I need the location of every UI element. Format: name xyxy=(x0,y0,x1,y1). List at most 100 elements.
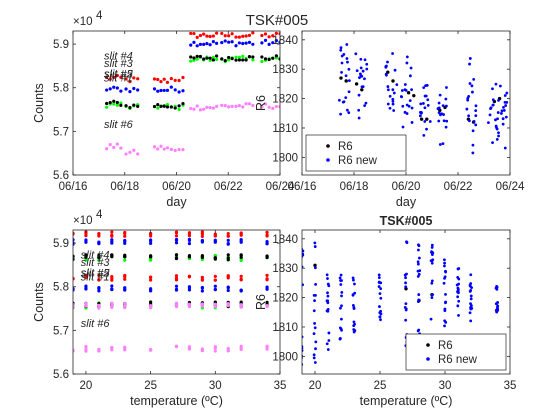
x-tick-label: 30 xyxy=(209,380,222,392)
data-point xyxy=(359,66,363,70)
data-point xyxy=(353,282,356,286)
data-point xyxy=(456,289,460,293)
data-point xyxy=(263,38,268,43)
data-point xyxy=(313,361,317,364)
data-point xyxy=(112,99,116,103)
data-point xyxy=(149,278,153,282)
data-point xyxy=(395,83,399,87)
data-point xyxy=(405,61,409,65)
data-point xyxy=(187,345,192,349)
data-point xyxy=(379,318,382,322)
legend-label: R6 xyxy=(438,340,453,352)
data-point xyxy=(422,102,425,105)
data-point xyxy=(159,104,163,108)
data-point xyxy=(430,281,434,285)
data-point xyxy=(123,258,127,262)
data-point xyxy=(112,85,116,89)
data-point xyxy=(274,104,278,109)
data-point xyxy=(260,33,264,38)
data-point xyxy=(423,106,427,110)
x-tick-label: 06/16 xyxy=(59,181,88,193)
data-point xyxy=(410,88,413,92)
data-point xyxy=(177,90,181,94)
data-point xyxy=(149,255,153,259)
data-point xyxy=(501,122,505,126)
data-point xyxy=(108,143,112,147)
data-point xyxy=(365,67,369,71)
data-point xyxy=(174,256,179,261)
x-tick-label: 06/22 xyxy=(214,181,243,193)
data-point xyxy=(426,98,430,102)
data-point xyxy=(260,41,264,45)
data-point xyxy=(443,276,446,280)
data-point xyxy=(339,273,343,277)
data-point xyxy=(377,276,381,279)
data-point xyxy=(418,110,422,114)
data-point xyxy=(220,103,224,107)
data-point xyxy=(391,79,395,83)
data-point xyxy=(205,105,209,109)
data-point xyxy=(247,55,252,59)
series-red xyxy=(73,230,269,282)
data-point xyxy=(198,33,203,38)
data-point xyxy=(340,290,344,294)
data-point xyxy=(123,255,127,259)
data-point xyxy=(124,77,128,81)
data-point xyxy=(467,119,471,123)
data-point xyxy=(251,42,255,46)
plot-markers xyxy=(337,43,509,155)
x-tick-label: 20 xyxy=(80,380,93,392)
data-point xyxy=(110,239,114,244)
data-point xyxy=(457,277,461,281)
data-point xyxy=(386,85,390,88)
axes-box xyxy=(301,229,511,375)
data-point xyxy=(377,285,381,288)
data-point xyxy=(195,57,199,61)
data-point xyxy=(438,143,442,146)
data-point xyxy=(326,294,330,298)
data-point xyxy=(326,301,330,305)
data-point xyxy=(443,264,446,268)
data-point xyxy=(227,55,231,60)
y-tick-label: 5.6 xyxy=(53,170,69,182)
data-point xyxy=(401,104,405,108)
series-r6 xyxy=(339,70,502,124)
data-point xyxy=(379,296,383,300)
data-point xyxy=(187,237,192,241)
data-point xyxy=(260,104,264,109)
data-point xyxy=(467,95,471,98)
data-point xyxy=(108,77,112,81)
data-point xyxy=(239,255,243,259)
data-point xyxy=(491,98,495,102)
data-point xyxy=(500,109,504,113)
data-point xyxy=(247,40,252,44)
data-point xyxy=(469,302,472,305)
data-point xyxy=(195,54,199,58)
data-point xyxy=(497,131,500,135)
data-point xyxy=(165,102,170,107)
data-point xyxy=(504,104,508,107)
data-point xyxy=(152,77,157,81)
data-point xyxy=(401,125,405,129)
data-point xyxy=(132,86,136,91)
data-point xyxy=(392,91,396,95)
data-point xyxy=(105,75,109,79)
data-point xyxy=(488,113,492,117)
legend-marker xyxy=(326,158,330,162)
data-point xyxy=(220,40,224,45)
data-point xyxy=(97,278,101,282)
data-point xyxy=(189,43,193,47)
data-point xyxy=(149,241,153,245)
data-point xyxy=(136,77,140,81)
data-point xyxy=(355,69,359,73)
data-point xyxy=(251,55,255,59)
data-point xyxy=(110,301,114,305)
data-point xyxy=(386,60,389,64)
x-tick-label: 30 xyxy=(439,380,452,392)
data-point xyxy=(313,245,317,248)
data-point xyxy=(162,147,166,151)
data-point xyxy=(495,127,499,131)
data-point xyxy=(226,231,230,236)
data-point xyxy=(84,304,88,308)
